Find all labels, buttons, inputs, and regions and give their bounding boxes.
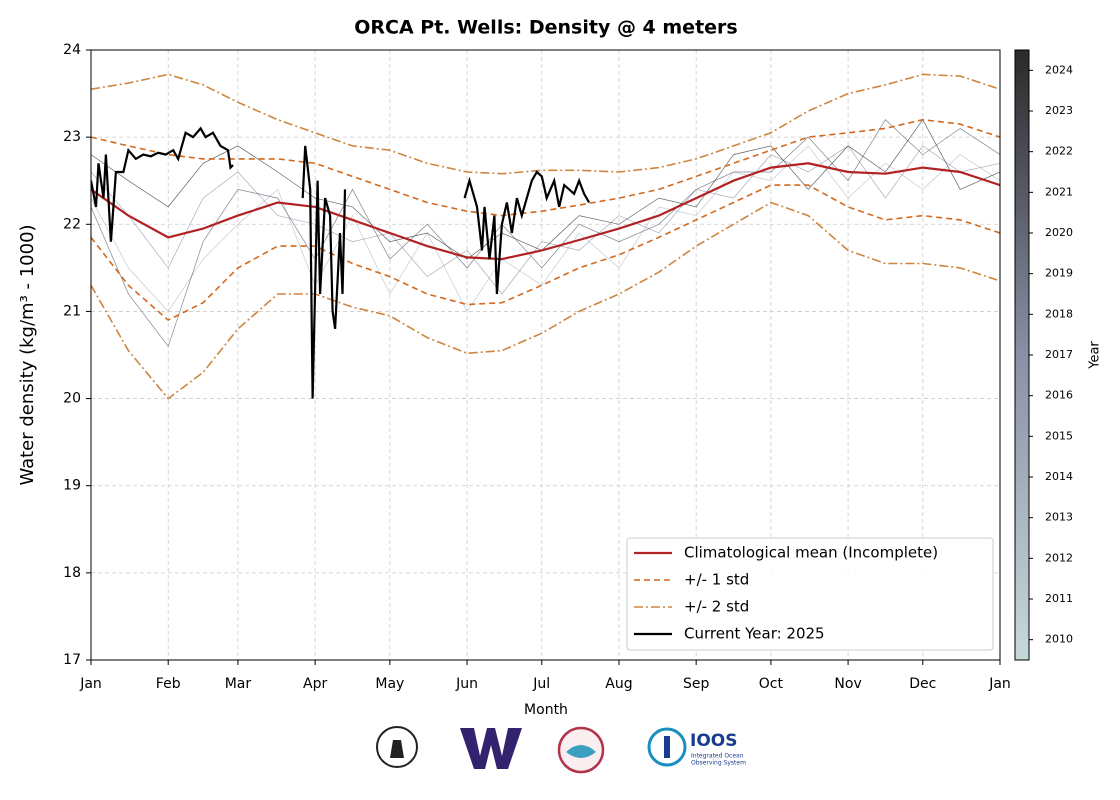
logo-orca-mark (390, 740, 404, 758)
history-line (91, 145, 1000, 313)
colorbar (1014, 49, 1030, 661)
x-tick-label: Dec (909, 676, 936, 692)
colorbar-tick-label: 2020 (1045, 226, 1073, 239)
logo-text: IOOS (690, 731, 737, 751)
y-tick-label: 24 (63, 42, 81, 58)
colorbar-tick-label: 2017 (1045, 348, 1073, 361)
series-line (91, 126, 591, 399)
x-tick-label: Jan (988, 676, 1011, 692)
colorbar-tick-label: 2022 (1045, 145, 1073, 158)
x-tick-label: Oct (759, 676, 784, 692)
series-line (91, 73, 1000, 175)
y-tick-label: 18 (63, 565, 81, 581)
legend-box (626, 537, 994, 651)
history-line (91, 119, 1000, 348)
colorbar-tick-label: 2013 (1045, 511, 1073, 524)
x-tick-label: Jul (532, 676, 550, 692)
y-tick-label: 17 (63, 652, 81, 668)
colorbar-tick-label: 2024 (1045, 63, 1073, 76)
plot-frame (90, 49, 1001, 661)
legend-label: +/- 2 std (684, 598, 749, 616)
x-tick-label: Sep (683, 676, 710, 692)
colorbar-tick-label: 2010 (1045, 633, 1073, 646)
series-line (91, 184, 1000, 322)
x-tick-label: Mar (225, 676, 252, 692)
colorbar-tick-label: 2016 (1045, 389, 1073, 402)
series-line (91, 162, 1000, 261)
y-axis-label: Water density (kg/m³ - 1000) (17, 224, 38, 485)
legend-label: Climatological mean (Incomplete) (684, 544, 938, 562)
series-line (91, 201, 1000, 400)
x-tick-label: May (375, 676, 404, 692)
logo-nanoos-mark (566, 745, 596, 758)
logo-uw (460, 728, 522, 769)
legend-label: +/- 1 std (684, 571, 749, 589)
legend-label: Current Year: 2025 (684, 625, 825, 643)
y-tick-label: 19 (63, 478, 81, 494)
series-layer (91, 73, 1000, 400)
logos: IOOS Integrated Ocean Observing System (376, 726, 746, 774)
colorbar-tick-label: 2023 (1045, 104, 1073, 117)
x-axis-label: Month (524, 702, 568, 718)
colorbar-label: Year (1088, 341, 1103, 370)
y-tick-label: 23 (63, 129, 81, 145)
y-tick-label: 21 (63, 303, 81, 319)
x-tick-label: Jan (79, 676, 102, 692)
x-tick-label: Aug (605, 676, 632, 692)
logo-subtext: Integrated Ocean (691, 753, 744, 760)
colorbar-tick-label: 2019 (1045, 267, 1073, 280)
y-tick-label: 22 (63, 216, 81, 232)
chart-title: ORCA Pt. Wells: Density @ 4 meters (354, 17, 737, 39)
colorbar-tick-label: 2018 (1045, 307, 1073, 320)
colorbar-tick-label: 2014 (1045, 470, 1073, 483)
logo-ioos (647, 727, 687, 767)
x-tick-label: Apr (303, 676, 327, 692)
colorbar-tick-label: 2015 (1045, 429, 1073, 442)
logo-ioos-mark (664, 736, 670, 758)
colorbar-tick-label: 2012 (1045, 551, 1073, 564)
x-tick-label: Feb (156, 676, 181, 692)
series-line (91, 118, 1000, 217)
y-tick-label: 20 (63, 391, 81, 407)
colorbar-tick-label: 2021 (1045, 185, 1073, 198)
logo-subtext: Observing System (691, 760, 746, 767)
colorbar-tick-label: 2011 (1045, 592, 1073, 605)
x-tick-label: Jun (455, 676, 478, 692)
x-tick-label: Nov (834, 676, 861, 692)
